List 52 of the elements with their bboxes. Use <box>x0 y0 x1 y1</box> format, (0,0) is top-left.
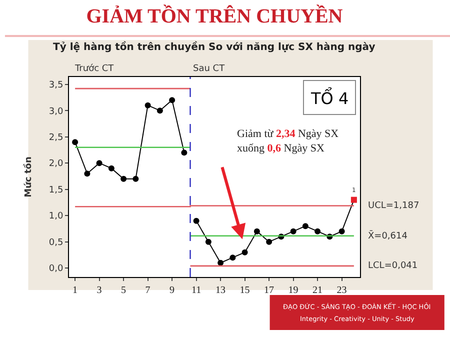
point <box>254 228 260 234</box>
point <box>108 165 114 172</box>
x-tick-label: 11 <box>191 285 202 296</box>
point <box>96 160 102 166</box>
text: X̄=0,614 <box>368 230 408 242</box>
x-tick-label: 9 <box>170 285 175 296</box>
x-tick-label: 13 <box>216 285 226 296</box>
x-tick-label: 21 <box>312 285 323 296</box>
text: Giảm từ 2,34 Ngày SX xuống 0,6 Ngày SX <box>237 128 339 154</box>
point <box>266 238 272 245</box>
x-tick-label: 7 <box>145 285 150 296</box>
point <box>156 108 163 114</box>
text: UCL=1,187 <box>368 201 420 211</box>
y-tick-label: 2,0 <box>48 159 64 170</box>
point <box>290 228 296 234</box>
point <box>120 176 127 182</box>
y-tick-label: 1,0 <box>48 212 64 222</box>
point <box>350 196 357 203</box>
point <box>302 223 308 230</box>
x-tick-label: 5 <box>121 285 126 296</box>
point <box>218 260 224 266</box>
text: LCL=0,041 <box>368 261 418 271</box>
x-tick-label: 1 <box>72 285 78 296</box>
point <box>169 97 176 104</box>
y-axis-title: Mức tồn <box>23 156 34 198</box>
point <box>338 228 345 234</box>
text: Trước CT <box>74 63 114 74</box>
point <box>242 249 248 256</box>
chart-subtitle: Tỷ lệ hàng tồn trên chuyền So với năng lực SX hàng ngày <box>53 41 376 53</box>
y-tick-label: 3,5 <box>48 80 64 90</box>
point <box>144 102 151 108</box>
x-tick-label: 15 <box>240 285 250 296</box>
y-tick-label: 0,5 <box>48 238 64 248</box>
point <box>230 254 236 261</box>
point <box>205 238 212 245</box>
point <box>84 170 90 177</box>
x-tick-label: 19 <box>288 285 298 296</box>
y-tick-label: 3,0 <box>48 106 64 117</box>
text: Sau CT <box>193 64 226 74</box>
y-tick-label: 0,0 <box>48 264 64 274</box>
annotation: TỔ 4 <box>310 87 349 108</box>
point <box>132 176 139 182</box>
x-tick-label: 17 <box>264 285 274 296</box>
y-tick-label: 1,5 <box>48 185 64 196</box>
point <box>181 150 188 156</box>
x-tick-label: 23 <box>336 285 347 296</box>
point <box>72 139 78 146</box>
point <box>314 228 321 234</box>
y-tick-label: 2,5 <box>48 132 64 143</box>
point <box>193 218 200 224</box>
chart-title: GIẢM TỒN TRÊN CHUYỀN <box>86 4 344 28</box>
x-tick-label: 3 <box>96 285 102 296</box>
